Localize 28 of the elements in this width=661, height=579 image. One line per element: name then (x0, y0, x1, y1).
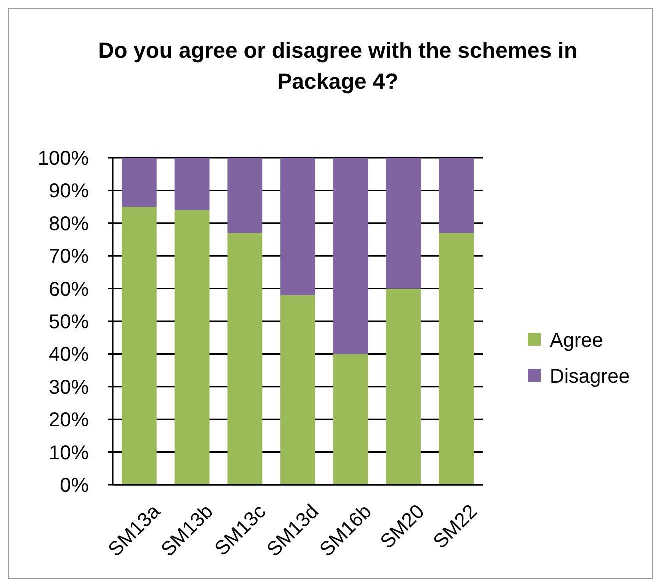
bar (439, 233, 474, 485)
y-tick-label: 50% (48, 312, 90, 334)
y-tick-label: 80% (48, 213, 90, 236)
chart-title: Do you agree or disagree with the schemes in Package 4? (98, 38, 578, 94)
y-tick-label: 40% (48, 344, 90, 366)
bar (228, 233, 263, 485)
bar (280, 158, 316, 296)
y-tick-label: 100% (38, 148, 90, 170)
y-tick-label: 20% (48, 410, 90, 432)
bar (174, 210, 210, 485)
bar (280, 295, 316, 485)
bar (333, 354, 368, 485)
bar (386, 288, 422, 485)
bar (122, 207, 157, 485)
y-tick-label: 30% (48, 376, 90, 399)
y-tick-label: 60% (48, 278, 90, 301)
bar (174, 158, 210, 210)
bar (228, 158, 263, 234)
bar (439, 158, 474, 234)
bar (122, 158, 157, 208)
bar (333, 158, 368, 354)
y-tick-label: 0% (60, 475, 90, 497)
bar (386, 158, 422, 289)
y-tick-label: 90% (48, 180, 90, 203)
legend-label: Disagree (550, 366, 630, 388)
legend-label: Agree (550, 330, 604, 352)
y-tick-label: 10% (48, 442, 90, 464)
y-tick-label: 70% (48, 246, 90, 268)
